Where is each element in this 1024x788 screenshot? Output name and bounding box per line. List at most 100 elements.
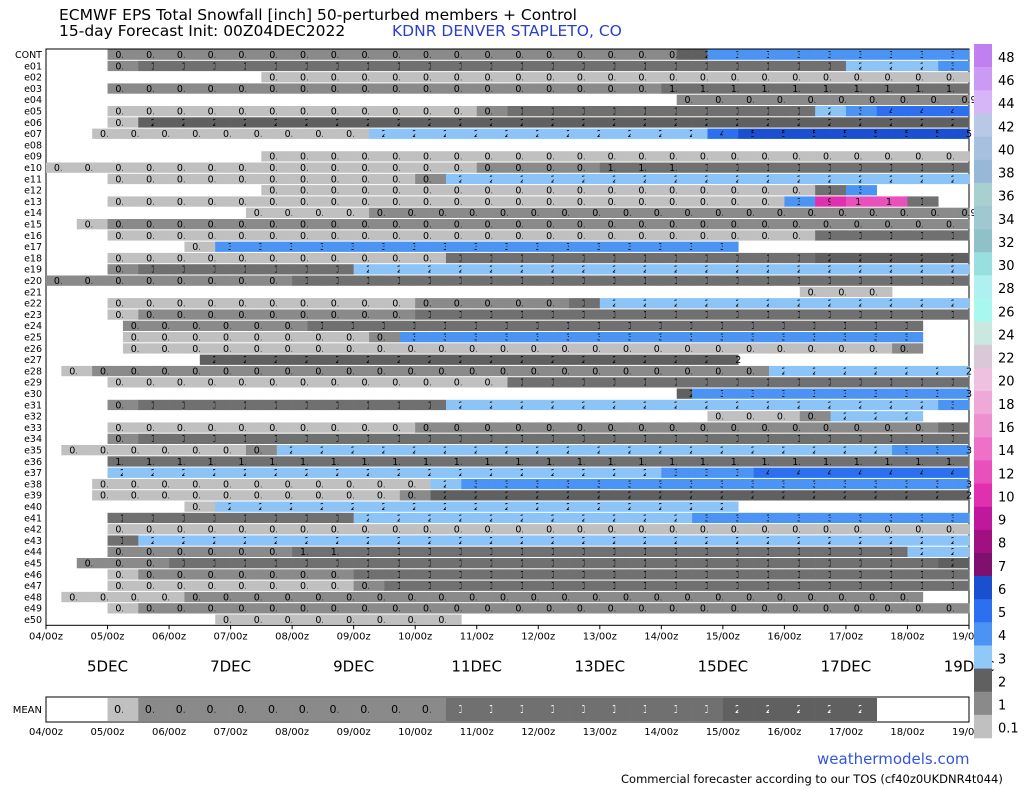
member-label: e31 [24, 400, 42, 411]
heat-cell [661, 467, 678, 478]
heat-cell [676, 83, 693, 94]
heat-cell [722, 185, 739, 196]
heat-cell [322, 354, 339, 365]
heat-cell [676, 558, 693, 569]
heat-cell [569, 72, 585, 83]
heat-cell [415, 117, 431, 128]
heat-cell [538, 456, 554, 467]
heat-cell [569, 569, 585, 580]
heat-cell [445, 501, 462, 512]
heat-cell [492, 241, 508, 252]
heat-cell [799, 72, 816, 83]
heat-cell [399, 219, 416, 230]
heat-cell [692, 456, 708, 467]
heat-cell [630, 377, 647, 388]
heat-cell [584, 377, 601, 388]
heat-cell [753, 456, 770, 467]
heat-cell [261, 83, 278, 94]
heat-cell [153, 591, 170, 603]
colorbar-swatch [974, 668, 992, 693]
heat-cell [476, 343, 493, 354]
heat-cell [707, 591, 724, 603]
heat-cell [953, 603, 970, 614]
heat-cell [615, 524, 631, 535]
heat-cell [584, 558, 601, 569]
heat-cell [799, 558, 816, 569]
heat-cell [599, 422, 616, 433]
heat-cell [122, 128, 139, 139]
heat-cell [569, 580, 585, 591]
day-label: 15DEC [698, 657, 749, 675]
heat-cell [122, 230, 139, 241]
heat-cell [445, 456, 462, 467]
heat-cell [261, 241, 278, 252]
heat-cell [799, 94, 816, 105]
heat-cell [722, 546, 739, 557]
heat-cell [261, 252, 278, 264]
heat-cell [738, 524, 754, 535]
heat-cell [276, 354, 293, 365]
member-label: e25 [24, 333, 42, 344]
heat-cell [430, 162, 447, 173]
heat-cell [584, 309, 601, 320]
heat-cell [307, 230, 324, 241]
heat-cell [799, 490, 816, 501]
heat-cell [292, 252, 308, 264]
heat-cell [384, 569, 401, 580]
heat-cell [461, 445, 478, 456]
heat-cell [569, 309, 585, 320]
heat-cell [753, 343, 770, 354]
heat-cell [261, 591, 278, 603]
heat-cell [353, 151, 370, 162]
heat-cell [507, 252, 524, 264]
heat-cell [476, 106, 493, 117]
heat-cell [953, 128, 970, 139]
heat-cell [815, 478, 831, 490]
heat-cell [892, 343, 908, 354]
heat-cell [538, 591, 554, 603]
heat-cell [630, 343, 647, 354]
colorbar-swatch [974, 506, 992, 531]
cell-value: 2 [735, 355, 741, 366]
heat-cell [953, 456, 970, 467]
mean-cell [584, 698, 601, 721]
heat-cell [461, 241, 478, 252]
heat-cell [830, 445, 847, 456]
heat-cell [445, 309, 462, 320]
heat-cell [430, 354, 447, 365]
heat-cell [953, 83, 970, 94]
heat-cell [938, 524, 954, 535]
heat-cell [538, 467, 554, 478]
heat-cell [445, 535, 462, 546]
heat-cell [261, 230, 278, 241]
colorbar-label: 24 [998, 328, 1015, 343]
heat-cell [630, 173, 647, 185]
heat-cell [461, 72, 478, 83]
heat-cell [692, 377, 708, 388]
heat-cell [738, 558, 754, 569]
heat-cell [722, 433, 739, 444]
heat-cell [676, 603, 693, 614]
heat-cell [230, 399, 247, 411]
heat-cell [599, 298, 616, 309]
heat-cell [107, 230, 124, 241]
heat-cell [861, 230, 877, 241]
colorbar-label: 20 [998, 375, 1015, 390]
heat-cell [661, 49, 678, 60]
heat-cell [199, 591, 216, 603]
heat-cell [415, 535, 431, 546]
heat-cell [907, 569, 924, 580]
heat-cell [138, 558, 154, 569]
heat-cell [769, 162, 785, 173]
heat-cell [399, 264, 416, 275]
heat-cell [138, 275, 154, 286]
heat-cell [415, 128, 431, 139]
heat-cell [107, 603, 124, 614]
heat-cell [645, 343, 662, 354]
heat-cell [384, 512, 401, 524]
heat-cell [922, 264, 939, 275]
mean-cell [707, 698, 724, 721]
heat-cell [276, 117, 293, 128]
heat-cell [107, 49, 124, 60]
heat-cell [292, 591, 308, 603]
